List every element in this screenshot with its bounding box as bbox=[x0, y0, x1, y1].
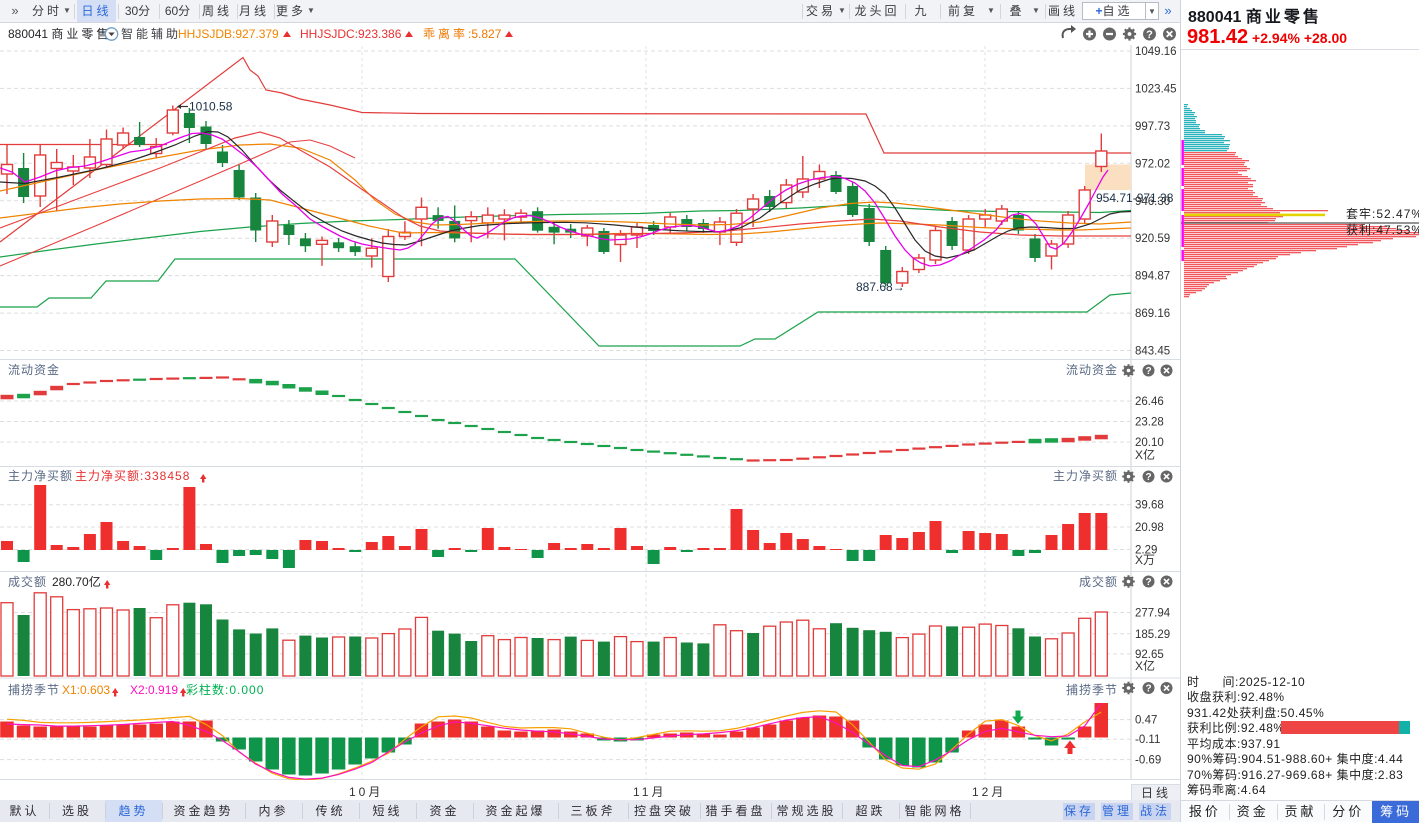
svg-text:X2:0.919: X2:0.919 bbox=[130, 683, 178, 697]
svg-text:X万: X万 bbox=[1135, 553, 1155, 567]
svg-text:流动资金: 流动资金 bbox=[8, 362, 60, 377]
svg-text:?: ? bbox=[1145, 577, 1151, 588]
svg-text:X亿: X亿 bbox=[1135, 658, 1155, 673]
svg-text:?: ? bbox=[1145, 684, 1151, 695]
svg-text:280.70亿: 280.70亿 bbox=[52, 574, 101, 589]
svg-text:X1:0.603: X1:0.603 bbox=[62, 683, 110, 697]
svg-text:869.16: 869.16 bbox=[1135, 308, 1170, 320]
svg-text:0.47: 0.47 bbox=[1135, 715, 1157, 727]
svg-text:26.46: 26.46 bbox=[1135, 396, 1164, 408]
svg-text:主力净买额:338458: 主力净买额:338458 bbox=[75, 469, 190, 483]
svg-text:92.65: 92.65 bbox=[1135, 649, 1164, 661]
svg-text:捕捞季节: 捕捞季节 bbox=[8, 682, 60, 697]
svg-text:920.59: 920.59 bbox=[1135, 233, 1170, 245]
svg-text:2.29: 2.29 bbox=[1135, 545, 1157, 557]
svg-text:954.71-971.38: 954.71-971.38 bbox=[1096, 191, 1174, 205]
svg-text:?: ? bbox=[1145, 366, 1151, 377]
svg-text:277.94: 277.94 bbox=[1135, 608, 1171, 620]
svg-text:主力净买额: 主力净买额 bbox=[8, 469, 73, 483]
svg-text:185.29: 185.29 bbox=[1135, 629, 1170, 641]
svg-text:972.02: 972.02 bbox=[1135, 158, 1170, 170]
svg-text:成交额: 成交额 bbox=[1079, 574, 1118, 589]
svg-text:887.68→: 887.68→ bbox=[856, 280, 905, 294]
svg-text:套牢:52.47%: 套牢:52.47% bbox=[1346, 206, 1419, 221]
svg-text:-0.69: -0.69 bbox=[1135, 755, 1161, 767]
svg-text:?: ? bbox=[1145, 472, 1151, 483]
svg-text:流动资金: 流动资金 bbox=[1066, 362, 1118, 377]
svg-text:X亿: X亿 bbox=[1135, 447, 1155, 462]
svg-text:20.98: 20.98 bbox=[1135, 522, 1164, 534]
svg-text:894.87: 894.87 bbox=[1135, 271, 1170, 283]
svg-text:捕捞季节: 捕捞季节 bbox=[1066, 682, 1118, 697]
svg-text:1023.45: 1023.45 bbox=[1135, 83, 1177, 95]
svg-text:主力净买额: 主力净买额 bbox=[1053, 469, 1118, 483]
svg-text:1049.16: 1049.16 bbox=[1135, 46, 1177, 58]
svg-text:23.28: 23.28 bbox=[1135, 417, 1164, 429]
svg-text:?: ? bbox=[1146, 29, 1153, 41]
svg-text:39.68: 39.68 bbox=[1135, 500, 1164, 512]
svg-text:彩柱数:0.000: 彩柱数:0.000 bbox=[186, 682, 264, 697]
svg-text:946.30: 946.30 bbox=[1135, 196, 1170, 208]
svg-text:1010.58: 1010.58 bbox=[189, 100, 233, 114]
svg-text:843.45: 843.45 bbox=[1135, 346, 1170, 358]
svg-text:20.10: 20.10 bbox=[1135, 437, 1164, 449]
svg-text:997.73: 997.73 bbox=[1135, 121, 1170, 133]
svg-text:-0.11: -0.11 bbox=[1135, 734, 1160, 746]
svg-text:获利:47.53%: 获利:47.53% bbox=[1346, 223, 1419, 237]
svg-text:成交额: 成交额 bbox=[8, 574, 47, 589]
